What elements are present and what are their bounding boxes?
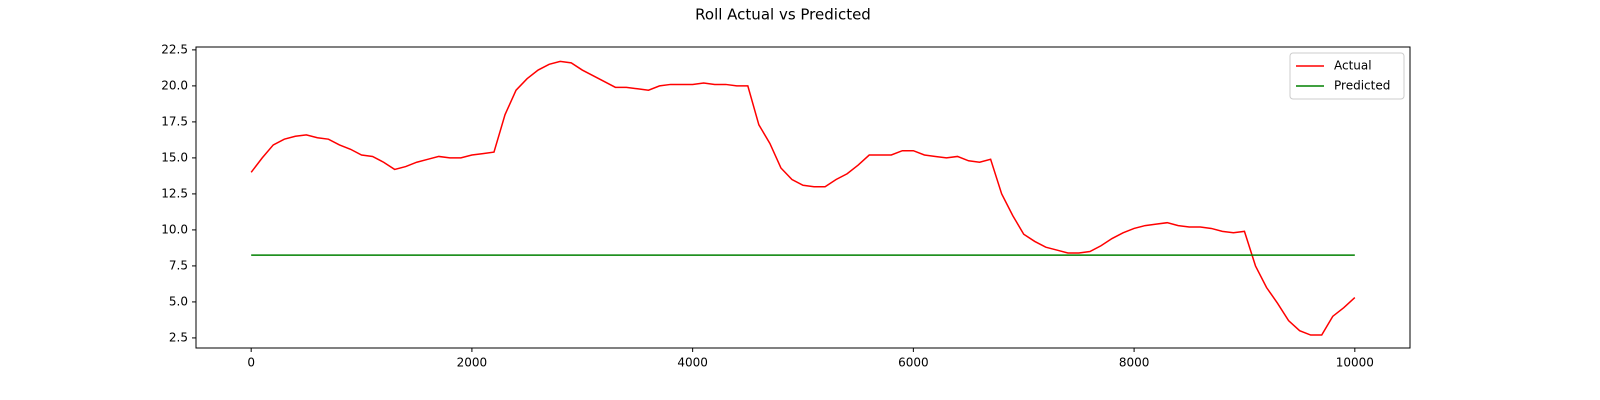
x-tick-label: 0 [247,356,255,370]
y-tick-label: 15.0 [161,150,188,164]
x-tick-label: 2000 [457,356,488,370]
y-tick-label: 22.5 [161,42,188,56]
x-tick-label: 10000 [1336,356,1374,370]
y-tick-label: 2.5 [169,330,188,344]
legend-label: Predicted [1334,79,1390,93]
legend-box [1289,52,1405,100]
series-line [250,60,1356,336]
y-tick-label: 5.0 [169,294,188,308]
x-tick-label: 8000 [1119,356,1150,370]
y-tick-label: 12.5 [161,186,188,200]
y-tick-label: 10.0 [161,222,188,236]
y-tick-label: 17.5 [161,114,188,128]
plot-frame [195,46,1411,349]
legend-label: Actual [1334,59,1372,73]
x-tick-label: 4000 [677,356,708,370]
chart-title: Roll Actual vs Predicted [695,6,871,24]
x-tick-label: 6000 [898,356,929,370]
y-tick-label: 20.0 [161,78,188,92]
y-tick-label: 7.5 [169,258,188,272]
